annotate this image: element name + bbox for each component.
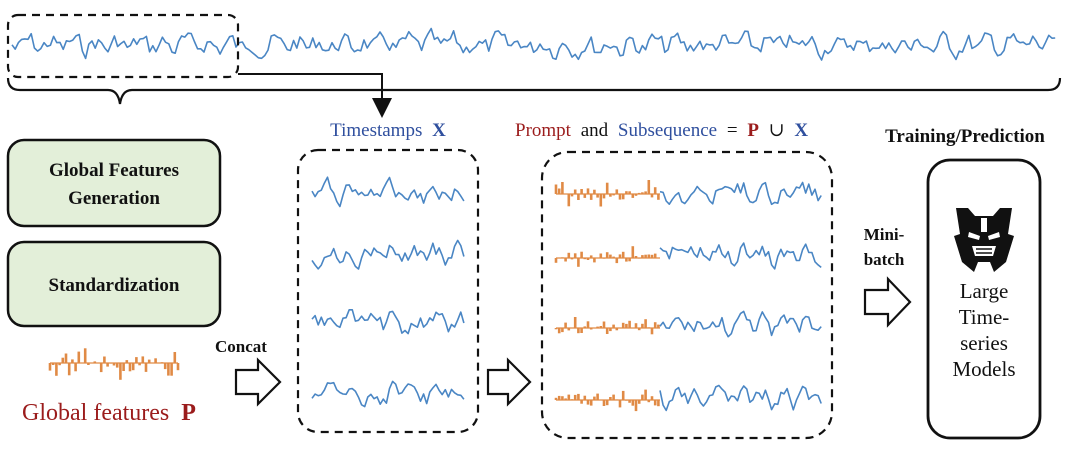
timestamps-label-text: Timestamps: [330, 120, 422, 141]
timestamps-series-line: [311, 239, 465, 270]
standardization-label: Standardization: [49, 275, 180, 296]
global-features-caption-text: Global features: [22, 400, 169, 426]
global-features-generation-label-line1: Global Features: [49, 160, 179, 181]
subsequence-series-line: [659, 384, 822, 412]
model-label-line4: Models: [953, 357, 1016, 381]
global-features: [48, 348, 180, 380]
timestamps-series-line: [311, 309, 465, 335]
timestamps-series-line: [311, 380, 465, 408]
minibatch-label-line2: batch: [864, 250, 905, 269]
prompt-bars: [554, 317, 660, 335]
union-symbol: ∪: [769, 120, 785, 141]
timestamps-box: [296, 148, 480, 434]
subsequence-series-line: [659, 242, 822, 270]
curly-brace-icon: [6, 77, 1062, 105]
minibatch-label-line1: Mini-: [864, 225, 905, 244]
global-features-caption: Global features P: [22, 400, 196, 426]
subsequence-series-line: [659, 310, 822, 338]
subsequence-series-line: [659, 181, 822, 206]
hollow-right-arrow-icon: [486, 357, 532, 407]
prompt-bars: [554, 389, 660, 412]
timestamps-label: Timestamps X: [330, 120, 446, 141]
model-label-line1: Large: [960, 279, 1009, 303]
prompt-bars: [554, 180, 660, 207]
global-features-generation-box: [6, 138, 222, 228]
subsequence-window-selection: [6, 13, 240, 79]
prompt-subsequence-series-group: [554, 180, 822, 412]
hollow-right-arrow-icon: [863, 276, 912, 328]
subsequence-word: Subsequence: [618, 120, 717, 141]
prompt-word: Prompt: [515, 120, 572, 141]
hollow-right-arrow-icon: [234, 357, 282, 407]
prompt-subsequence-box: [540, 150, 834, 440]
down-arrow-icon: [238, 73, 392, 118]
timestamps-symbol: X: [432, 120, 446, 141]
concat-label: Concat: [215, 337, 267, 356]
model-label-line3: series: [960, 331, 1008, 355]
training-prediction-label: Training/Prediction: [885, 126, 1045, 147]
model-label-line2: Time-: [959, 305, 1010, 329]
global-features-bars: [48, 348, 180, 380]
input-time-series-line: [11, 27, 1056, 61]
global-features-generation-label-line2: Generation: [68, 188, 160, 209]
transformers-logo-icon: [954, 208, 1014, 272]
equals-sign: =: [727, 120, 738, 141]
large-time-series-models-box: [926, 158, 1042, 440]
standardization-box: [6, 240, 222, 328]
global-features-symbol: P: [181, 400, 196, 426]
p-symbol: P: [747, 120, 759, 141]
prompt-subsequence-header: Prompt and Subsequence = P ∪ X: [515, 120, 808, 141]
timestamps-series-group: [311, 176, 465, 408]
and-word: and: [581, 120, 609, 141]
timestamps-series-line: [311, 176, 465, 208]
x-symbol: X: [794, 120, 808, 141]
prompt-bars: [554, 246, 660, 267]
